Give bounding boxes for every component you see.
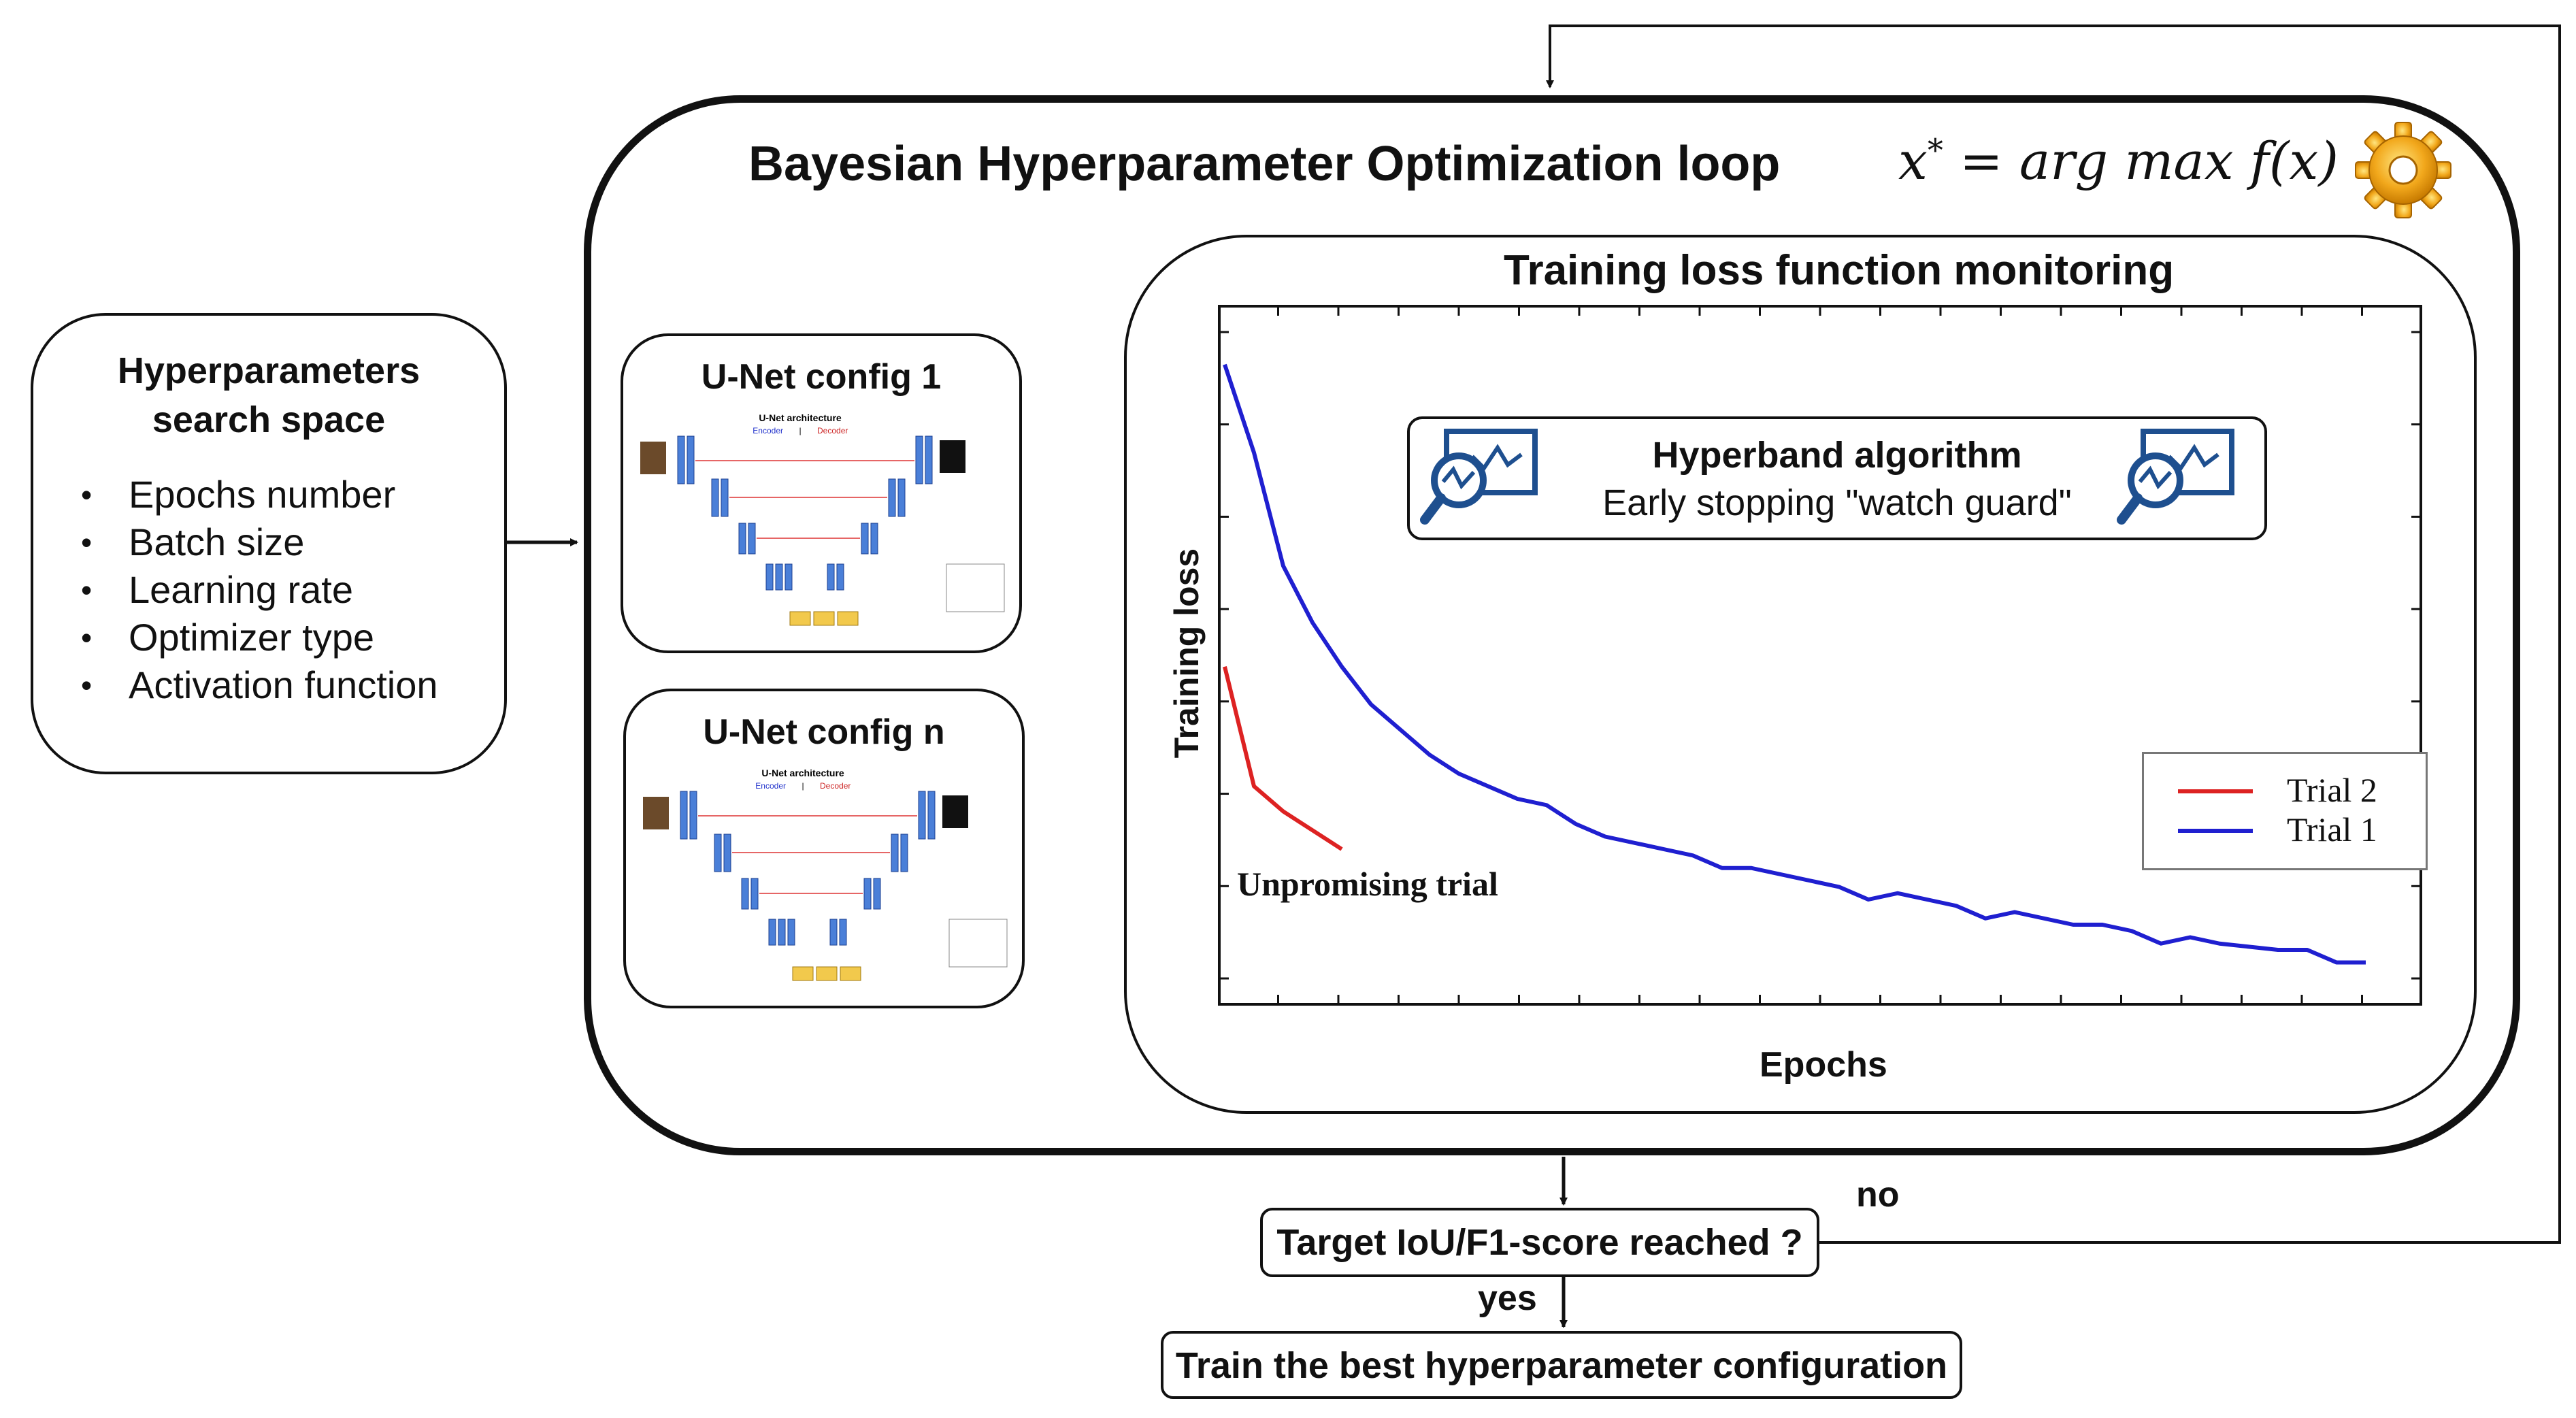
mini-encoder: Encoder	[755, 781, 786, 791]
unet-config-n-title: U-Net config n	[703, 712, 945, 752]
list-item: Optimizer type	[81, 614, 437, 661]
series-line-trial-1	[1223, 363, 2366, 965]
formula-star: *	[1927, 131, 1943, 169]
bayesian-loop-title: Bayesian Hyperparameter Optimization loo…	[748, 137, 1781, 191]
train-best-config-box: Train the best hyperparameter configurat…	[1161, 1331, 1962, 1399]
search-space-list: Epochs number Batch size Learning rate O…	[81, 471, 438, 709]
arrow-no-loopback	[1546, 24, 2561, 1244]
no-label: no	[1856, 1175, 1900, 1215]
legend-line-trial-1	[2178, 829, 2253, 833]
legend-label-trial-1: Trial 1	[2287, 810, 2377, 848]
list-item: Learning rate	[81, 566, 437, 614]
unet-config-1-box: U-Net config 1 U-Net architecture Encode…	[621, 333, 1022, 653]
gear-icon	[2355, 122, 2451, 218]
list-item: Activation function	[81, 661, 438, 709]
formula-lhs: x	[1898, 131, 1928, 191]
list-item: Batch size	[81, 518, 437, 566]
svg-text:|: |	[802, 781, 804, 791]
list-item: Epochs number	[81, 471, 437, 518]
hyperband-subtitle: Early stopping "watch guard"	[1602, 482, 2072, 523]
y-axis-label: Training loss	[1168, 548, 1206, 759]
search-space-box: Hyperparameters search space Epochs numb…	[31, 313, 507, 774]
svg-text:|: |	[799, 426, 801, 435]
decision-box: Target IoU/F1-score reached ?	[1260, 1208, 1819, 1277]
mini-decoder: Decoder	[817, 426, 848, 435]
search-space-title-line1: Hyperparameters	[117, 350, 420, 391]
argmax-formula: x* = arg max f(x)	[1898, 131, 2339, 191]
mini-title: U-Net architecture	[761, 768, 844, 778]
hyperband-title: Hyperband algorithm	[1652, 435, 2022, 476]
unet-config-1-title: U-Net config 1	[701, 357, 942, 397]
mini-decoder: Decoder	[820, 781, 851, 791]
legend-label-trial-2: Trial 2	[2287, 771, 2377, 809]
x-axis-label: Epochs	[1760, 1045, 1887, 1085]
loss-monitoring-title: Training loss function monitoring	[1504, 247, 2175, 294]
mini-encoder: Encoder	[753, 426, 783, 435]
unet-architecture-thumbnail: U-Net architecture Encoder | Decoder	[643, 768, 1008, 981]
yes-label: yes	[1478, 1279, 1537, 1318]
search-space-title-line2: search space	[152, 399, 386, 440]
unet-architecture-thumbnail: U-Net architecture Encoder | Decoder	[640, 412, 1005, 626]
formula-rhs: = arg max f(x)	[1960, 131, 2339, 191]
series-line-trial-2	[1223, 666, 1343, 851]
monitor-search-icon	[1420, 429, 1538, 525]
unet-config-n-box: U-Net config n U-Net architecture Encode…	[623, 689, 1025, 1008]
train-best-config-label: Train the best hyperparameter configurat…	[1175, 1345, 1948, 1386]
legend-line-trial-2	[2178, 789, 2253, 793]
unpromising-trial-annotation: Unpromising trial	[1237, 865, 1498, 903]
chart-ticks	[1219, 306, 2421, 1004]
mini-title: U-Net architecture	[759, 412, 842, 423]
search-space-title: Hyperparameters search space	[33, 346, 504, 444]
monitor-search-icon	[2117, 429, 2234, 525]
chart-legend: Trial 2 Trial 1	[2142, 752, 2428, 870]
chart-series	[1223, 363, 2366, 965]
decision-question: Target IoU/F1-score reached ?	[1276, 1222, 1803, 1263]
